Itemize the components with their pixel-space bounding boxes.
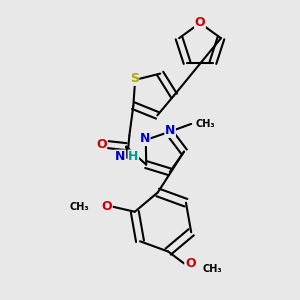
Text: O: O [185, 257, 196, 270]
Text: O: O [195, 16, 205, 29]
Text: O: O [96, 138, 106, 151]
Text: S: S [130, 72, 139, 86]
Text: N: N [140, 133, 150, 146]
Text: N: N [115, 150, 125, 163]
Text: O: O [101, 200, 112, 213]
Text: CH₃: CH₃ [69, 202, 89, 212]
Text: CH₃: CH₃ [195, 119, 215, 129]
Text: CH₃: CH₃ [202, 263, 222, 274]
Text: N: N [165, 124, 175, 137]
Text: H: H [128, 150, 139, 163]
